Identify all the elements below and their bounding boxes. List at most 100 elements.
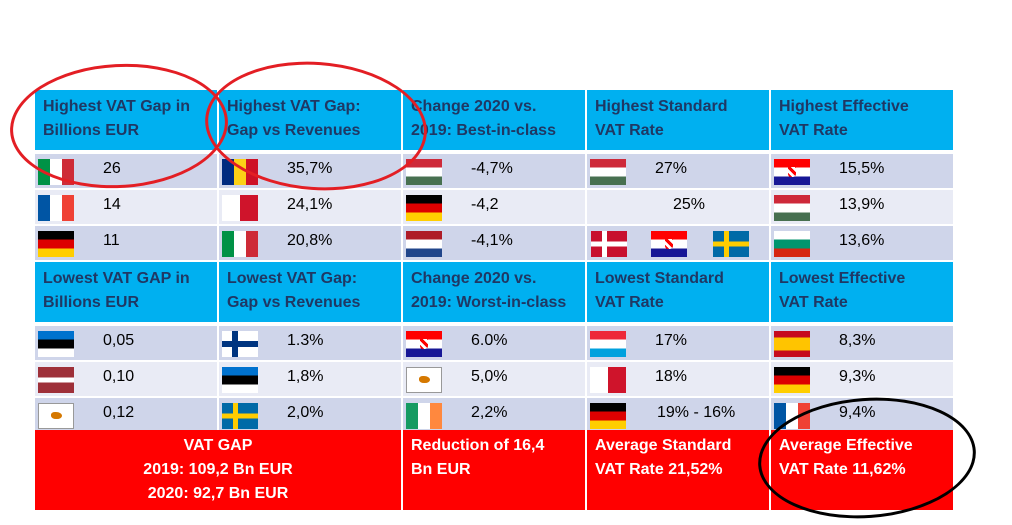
table-cell: 2,2% (403, 398, 587, 434)
footer-vat-gap: VAT GAP 2019: 109,2 Bn EUR 2020: 92,7 Bn E… (35, 430, 403, 510)
cell-value: 18% (655, 368, 688, 385)
denmark-flag (591, 231, 627, 257)
header-line: Highest Effective (779, 98, 909, 115)
cell-value: 9,3% (839, 368, 876, 385)
cell-value: 0,12 (103, 404, 135, 421)
table-cell: 27% (587, 154, 771, 190)
table-cell: 15,5% (771, 154, 955, 190)
cell-value: 5,0% (471, 368, 508, 385)
header-line: Lowest Standard (595, 270, 724, 287)
cell-value: 6.0% (471, 332, 508, 349)
cell-value: 13,9% (839, 196, 885, 213)
cell-value: 35,7% (287, 160, 333, 177)
cell-value: 9,4% (839, 404, 876, 421)
footer-line: Average Standard (595, 437, 732, 454)
table-cell: 5,0% (403, 362, 587, 398)
hungary-flag (774, 195, 810, 221)
cell-value: -4,7% (471, 160, 513, 177)
header-line: VAT Rate (595, 122, 664, 139)
table-cell: -4,1% (403, 226, 587, 262)
malta-flag (590, 367, 626, 393)
cell-value: 14 (103, 196, 121, 213)
header-line: Highest Standard (595, 98, 728, 115)
column-header: Highest VAT Gap in Billions EUR (35, 90, 219, 152)
footer-line: 2020: 92,7 Bn EUR (147, 485, 289, 502)
cell-value: 1,8% (287, 368, 324, 385)
cell-value: 26 (103, 160, 121, 177)
column-header: Lowest Effective VAT Rate (771, 262, 955, 324)
footer-average-standard: Average Standard VAT Rate 21,52% (587, 430, 771, 510)
table-cell: 0,10 (35, 362, 219, 398)
table-cell: 1.3% (219, 326, 403, 362)
netherlands-flag (406, 231, 442, 257)
header-line: Highest VAT Gap: (227, 98, 361, 115)
cell-value: 15,5% (839, 160, 885, 177)
romania-flag (222, 159, 258, 185)
table-cell: 2,0% (219, 398, 403, 434)
ireland-flag (406, 403, 442, 429)
column-header: Highest VAT Gap: Gap vs Revenues (219, 90, 403, 152)
hungary-flag (590, 159, 626, 185)
column-header: Lowest VAT Gap: Gap vs Revenues (219, 262, 403, 324)
table-cell: 24,1% (219, 190, 403, 226)
cyprus-flag (38, 403, 74, 429)
sweden-flag (713, 231, 749, 257)
finland-flag (222, 331, 258, 357)
italy-flag (222, 231, 258, 257)
cell-value: -4,1% (471, 232, 513, 249)
cell-value: 17% (655, 332, 688, 349)
header-line: VAT Rate (779, 294, 848, 311)
footer-line: Bn EUR (411, 461, 471, 478)
cell-value: 2,0% (287, 404, 324, 421)
table-cell: 8,3% (771, 326, 955, 362)
column-header: Change 2020 vs. 2019: Best-in-class (403, 90, 587, 152)
header-line: Billions EUR (43, 294, 140, 311)
table-cell: 0,12 (35, 398, 219, 434)
header-line: VAT Rate (595, 294, 664, 311)
header-line: 2019: Best-in-class (411, 122, 556, 139)
cell-value: 20,8% (287, 232, 333, 249)
table-cell: -4,7% (403, 154, 587, 190)
table-cell: 6.0% (403, 326, 587, 362)
column-header: Change 2020 vs. 2019: Worst-in-class (403, 262, 587, 324)
footer-reduction: Reduction of 16,4 Bn EUR (403, 430, 587, 510)
sweden-flag (222, 403, 258, 429)
footer-line: VAT GAP (183, 437, 253, 454)
table-cell: 9,3% (771, 362, 955, 398)
footer-line: Average Effective (779, 437, 913, 454)
estonia-flag (222, 367, 258, 393)
table-cell: 0,05 (35, 326, 219, 362)
table-cell: 26 (35, 154, 219, 190)
table-cell: 20,8% (219, 226, 403, 262)
germany-flag (406, 195, 442, 221)
header-line: Lowest VAT GAP in (43, 270, 190, 287)
header-line: Lowest VAT Gap: (227, 270, 358, 287)
cell-value: 11 (103, 232, 120, 249)
cell-value: 0,10 (103, 368, 135, 385)
bulgaria-flag (774, 231, 810, 257)
column-header: Highest Effective VAT Rate (771, 90, 955, 152)
table-cell: 13,6% (771, 226, 955, 262)
cell-value: 25% (673, 196, 706, 213)
header-line: VAT Rate (779, 122, 848, 139)
header-line: Change 2020 vs. (411, 98, 537, 115)
header-line: 2019: Worst-in-class (411, 294, 567, 311)
hungary-flag (406, 159, 442, 185)
germany-flag (590, 403, 626, 429)
footer-average-effective: Average Effective VAT Rate 11,62% (771, 430, 955, 510)
header-line: Gap vs Revenues (227, 122, 361, 139)
table-cell: 9,4% (771, 398, 955, 434)
table-cell: 19% - 16% (587, 398, 771, 434)
table-cell: 1,8% (219, 362, 403, 398)
table-cell: 14 (35, 190, 219, 226)
table-cell: 25% (587, 190, 771, 226)
header-line: Billions EUR (43, 122, 140, 139)
luxembourg-flag (590, 331, 626, 357)
germany-flag (38, 231, 74, 257)
table-cell (587, 226, 771, 262)
cell-value: 2,2% (471, 404, 508, 421)
header-line: Highest VAT Gap in (43, 98, 190, 115)
column-header: Lowest Standard VAT Rate (587, 262, 771, 324)
footer-line: Reduction of 16,4 (411, 437, 545, 454)
footer-line: 2019: 109,2 Bn EUR (143, 461, 293, 478)
